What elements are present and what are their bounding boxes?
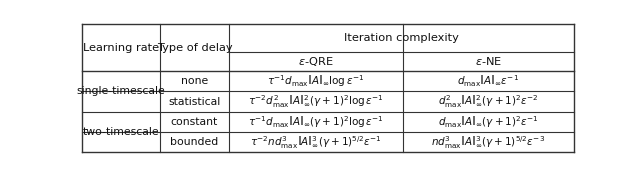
Text: single-timescale: single-timescale — [77, 86, 166, 96]
Text: $\epsilon$-NE: $\epsilon$-NE — [475, 55, 502, 68]
Text: bounded: bounded — [170, 137, 219, 147]
Text: $d_{\max}\left\|A\right\|_{\infty}(\gamma+1)^2\epsilon^{-1}$: $d_{\max}\left\|A\right\|_{\infty}(\gamm… — [438, 114, 539, 130]
Text: two-timescale: two-timescale — [83, 127, 159, 137]
Text: Type of delay: Type of delay — [157, 43, 232, 53]
Text: Iteration complexity: Iteration complexity — [344, 33, 459, 43]
Text: $d_{\max}^2\left\|A\right\|_{\infty}^2(\gamma+1)^2\epsilon^{-2}$: $d_{\max}^2\left\|A\right\|_{\infty}^2(\… — [438, 93, 539, 110]
Text: constant: constant — [171, 117, 218, 127]
Text: $\epsilon$-QRE: $\epsilon$-QRE — [298, 55, 333, 68]
Text: statistical: statistical — [168, 97, 221, 107]
Text: none: none — [181, 76, 208, 86]
Text: Learning rate: Learning rate — [83, 43, 159, 53]
Text: $\tau^{-2}nd_{\max}^3\left\|A\right\|_{\infty}^3(\gamma+1)^{5/2}\epsilon^{-1}$: $\tau^{-2}nd_{\max}^3\left\|A\right\|_{\… — [250, 134, 382, 151]
Text: $\tau^{-1}d_{\max}\left\|A\right\|_{\infty}(\gamma+1)^2\log\epsilon^{-1}$: $\tau^{-1}d_{\max}\left\|A\right\|_{\inf… — [248, 114, 384, 130]
Text: $nd_{\max}^3\left\|A\right\|_{\infty}^3(\gamma+1)^{5/2}\epsilon^{-3}$: $nd_{\max}^3\left\|A\right\|_{\infty}^3(… — [431, 134, 545, 151]
Text: $\tau^{-1}d_{\max}\left\|A\right\|_{\infty}\log\epsilon^{-1}$: $\tau^{-1}d_{\max}\left\|A\right\|_{\inf… — [268, 73, 365, 89]
Text: $d_{\max}\left\|A\right\|_{\infty}\epsilon^{-1}$: $d_{\max}\left\|A\right\|_{\infty}\epsil… — [458, 74, 519, 89]
Text: $\tau^{-2}d_{\max}^2\left\|A\right\|_{\infty}^2(\gamma+1)^2\log\epsilon^{-1}$: $\tau^{-2}d_{\max}^2\left\|A\right\|_{\i… — [248, 93, 384, 110]
